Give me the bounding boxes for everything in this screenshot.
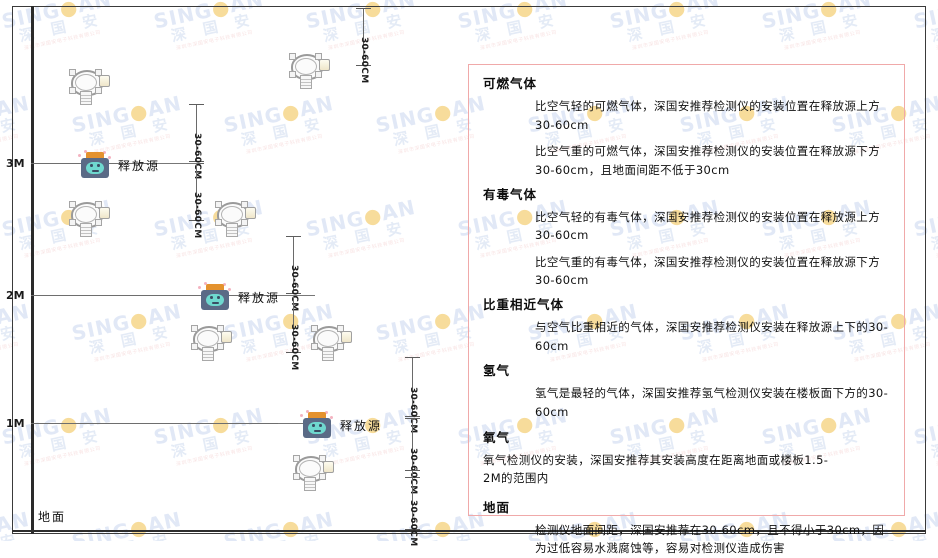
guideline-section-toxic-gas: 有毒气体比空气轻的有毒气体，深国安推荐检测仪的安装位置在释放源上方30-60cm… (483, 184, 890, 291)
dimension-label: 30-60CM (289, 324, 299, 371)
section-paragraph: 与空气比重相近的气体，深国安推荐检测仪安装在释放源上下的30-60cm (535, 320, 889, 353)
section-paragraph: 比空气轻的可燃气体，深国安推荐检测仪的安装位置在释放源上方30-60cm (535, 99, 881, 132)
gas-detector-icon (66, 198, 110, 238)
dimension-label: 30-60CM (408, 500, 418, 547)
ground-caption-label: 地面 (38, 510, 67, 524)
guideline-section-oxygen-gas: 氧气氧气检测仪的安装，深国安推荐其安装高度在距离地面或楼板1.5-2M的范围内 (483, 427, 890, 493)
section-title: 比重相近气体 (483, 297, 565, 312)
dimension-right-b: 30-60CM (404, 418, 420, 494)
release-source-icon (300, 410, 334, 440)
section-title: 氧气 (483, 429, 511, 445)
dimension-mid-b: 30-60CM (285, 295, 301, 370)
axis-label-1m: 1M (6, 417, 25, 430)
section-title: 有毒气体 (483, 186, 538, 202)
release-source-label: 释放源 (238, 291, 281, 305)
guideline-section-ground-clearance: 地面检测仪地面间距，深国安推荐在30-60cm，且不得小于30cm，因为过低容易… (483, 497, 890, 558)
leader-2m (270, 295, 315, 296)
section-paragraph: 比空气轻的有毒气体，深国安推荐检测仪的安装位置在释放源上方30-60cm (535, 209, 881, 243)
dimension-upper-left-a: 30-60CM (188, 104, 204, 179)
dimension-label: 30-60CM (192, 192, 202, 239)
leader-1m (278, 423, 320, 424)
dimension-right-c: 30-60CM (404, 470, 420, 546)
section-title: 可燃气体 (483, 76, 538, 91)
section-title: 氢气 (483, 363, 511, 379)
axis-gridline-1m (31, 423, 331, 424)
axis-label-3m: 3M (6, 157, 25, 170)
gas-detector-icon (286, 50, 330, 90)
release-source-icon (198, 282, 232, 312)
axis-label-2m: 2M (6, 289, 25, 302)
dimension-right-a: 30-60CM (404, 357, 420, 433)
dimension-mid-a: 30-60CM (285, 236, 301, 311)
section-paragraph: 氧气检测仪的安装，深国安推荐其安装高度在距离地面或楼板1.5-2M的范围内 (483, 452, 829, 486)
axis-gridline-2m (31, 295, 291, 296)
gas-detector-icon (308, 322, 352, 362)
section-paragraph: 氢气是最轻的气体，深国安推荐氢气检测仪安装在楼板面下方的30-60cm (535, 386, 889, 419)
dimension-top-center: 30-60CM (355, 8, 371, 83)
gas-detector-icon (212, 198, 256, 238)
guideline-section-hydrogen-gas: 氢气氢气是最轻的气体，深国安推荐氢气检测仪安装在楼板面下方的30-60cm (483, 360, 890, 421)
release-source-label: 释放源 (118, 159, 161, 173)
gas-detector-icon (290, 452, 334, 492)
section-paragraph: 检测仪地面间距，深国安推荐在30-60cm，且不得小于30cm，因为过低容易水溅… (535, 522, 885, 556)
leader-3m (150, 163, 198, 164)
release-source-label: 释放源 (340, 419, 383, 433)
gas-detector-icon (66, 66, 110, 106)
dimension-label: 30-60CM (359, 37, 369, 84)
section-title: 地面 (483, 499, 511, 515)
guideline-section-similar-density-gas: 比重相近气体与空气比重相近的气体，深国安推荐检测仪安装在释放源上下的30-60c… (483, 294, 890, 355)
section-paragraph: 比空气重的有毒气体，深国安推荐检测仪的安装位置在释放源下方30-60cm (535, 254, 881, 288)
ground-baseline (12, 530, 926, 532)
section-paragraph: 比空气重的可燃气体，深国安推荐检测仪的安装位置在释放源下方30-60cm，且地面… (535, 144, 881, 177)
diagram-frame (12, 6, 926, 534)
vertical-height-axis (31, 6, 34, 534)
gas-detector-icon (188, 322, 232, 362)
installation-guidelines-panel: 可燃气体比空气轻的可燃气体，深国安推荐检测仪的安装位置在释放源上方30-60cm… (468, 64, 905, 555)
guideline-section-flammable-gas: 可燃气体比空气轻的可燃气体，深国安推荐检测仪的安装位置在释放源上方30-60cm… (483, 73, 890, 180)
dimension-upper-left-b: 30-60CM (188, 163, 204, 238)
release-source-icon (78, 150, 112, 180)
